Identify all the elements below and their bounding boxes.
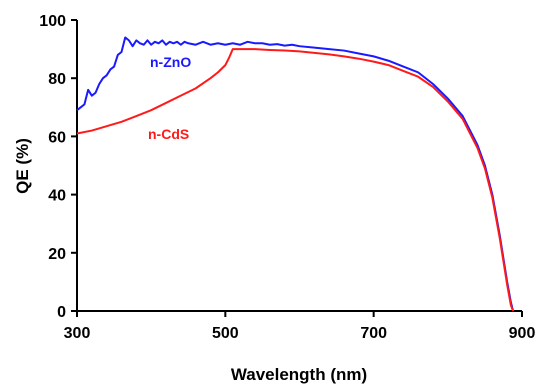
- x-tick-label: 900: [509, 325, 536, 342]
- x-tick-label: 300: [64, 325, 91, 342]
- series-label-zno: n-ZnO: [150, 54, 191, 70]
- axes: [76, 20, 522, 312]
- x-tick-label: 700: [360, 325, 387, 342]
- x-tick-label: 500: [212, 325, 239, 342]
- tick-labels: 300 500 700 900 0 20 40 60 80 100: [39, 13, 535, 342]
- y-tick-label: 60: [48, 129, 66, 146]
- ticks: [71, 19, 523, 317]
- y-tick-label: 40: [48, 188, 66, 205]
- series-label-cds: n-CdS: [148, 126, 189, 142]
- y-tick-label: 0: [57, 304, 66, 321]
- y-tick-label: 20: [48, 246, 66, 263]
- series-line-cds: [76, 48, 515, 312]
- x-axis-title: Wavelength (nm): [231, 365, 367, 384]
- series-group: [76, 36, 515, 312]
- series-line-zno: [76, 36, 515, 312]
- y-tick-label: 80: [48, 71, 66, 88]
- y-tick-label: 100: [39, 13, 66, 30]
- y-axis-title: QE (%): [13, 138, 32, 194]
